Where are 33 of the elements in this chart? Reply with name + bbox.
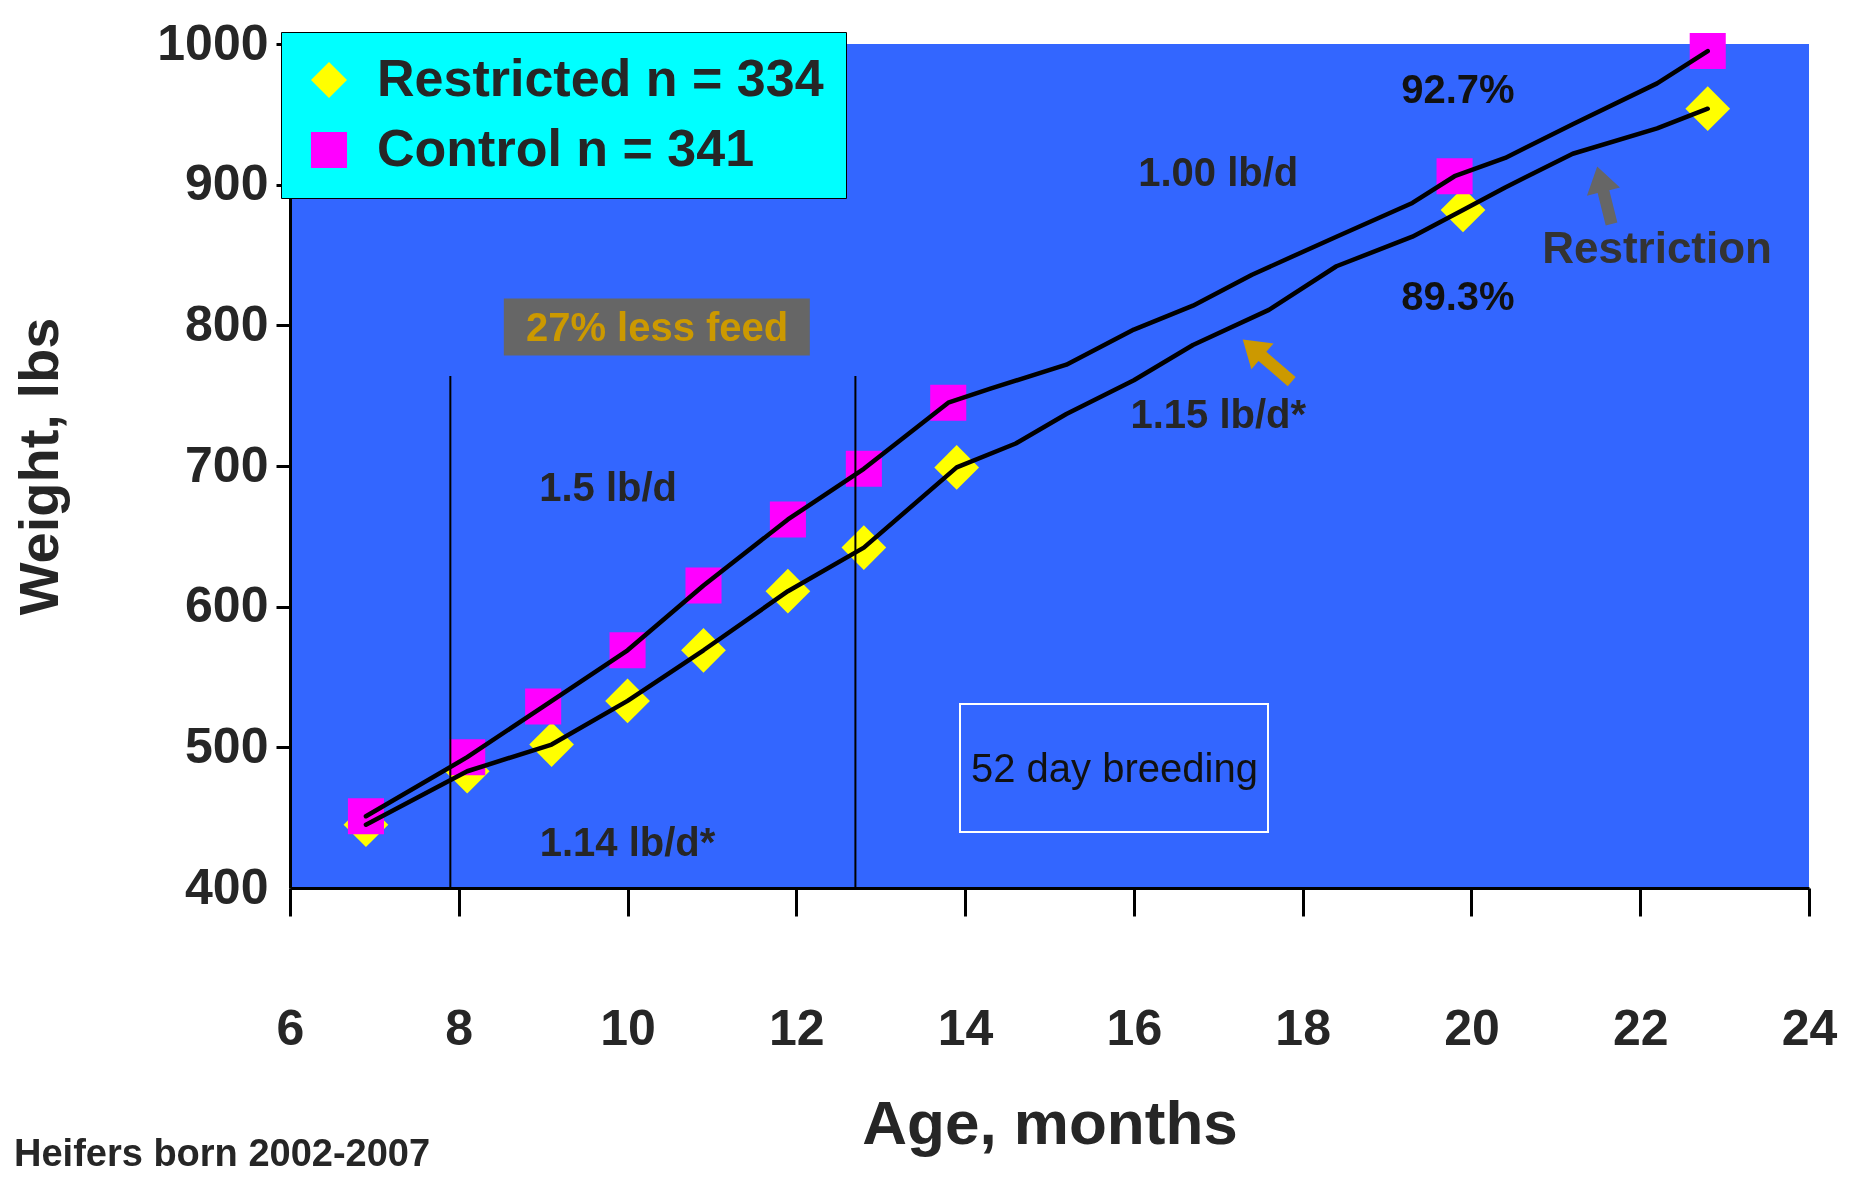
x-tick-label: 24 (1781, 999, 1838, 1056)
x-tick-label: 14 (937, 999, 994, 1056)
x-tick-label: 18 (1275, 999, 1331, 1056)
y-tick-label: 400 (185, 858, 269, 915)
annotation: 1.15 lb/d* (1130, 391, 1307, 437)
x-tick-label: 10 (600, 999, 656, 1056)
legend-label: Restricted n = 334 (377, 49, 824, 107)
annotation: 89.3% (1401, 273, 1515, 319)
y-tick-label: 800 (185, 295, 269, 352)
y-tick-label: 700 (185, 436, 269, 493)
annotation: 1.00 lb/d (1138, 149, 1299, 195)
y-tick-label: 1000 (157, 14, 269, 71)
y-tick-label: 900 (185, 155, 269, 212)
y-tick-label: 500 (185, 717, 269, 774)
text: Heifers born 2002-2007 (14, 1131, 431, 1175)
legend-label: Control n = 341 (377, 119, 755, 177)
x-tick-label: 16 (1106, 999, 1163, 1056)
x-tick-label: 22 (1612, 999, 1669, 1056)
y-axis-title: Weight, lbs (6, 317, 70, 616)
x-tick-label: 8 (445, 999, 474, 1056)
annotation: 52 day breeding (959, 703, 1270, 834)
annotation: Restriction (1542, 222, 1773, 273)
point (1685, 86, 1731, 132)
x-tick-label: 12 (769, 999, 825, 1056)
x-axis-title: Age, months (862, 1087, 1238, 1157)
x-tick-label: 20 (1444, 999, 1500, 1056)
annotation: 92.7% (1401, 66, 1515, 112)
annotation: 1.14 lb/d* (539, 819, 716, 865)
annotation: 27% less feed (503, 298, 811, 356)
annotation: 1.5 lb/d (539, 464, 678, 510)
y-tick-label: 600 (185, 577, 269, 634)
x-tick-label: 6 (276, 999, 305, 1056)
point (1689, 33, 1726, 70)
